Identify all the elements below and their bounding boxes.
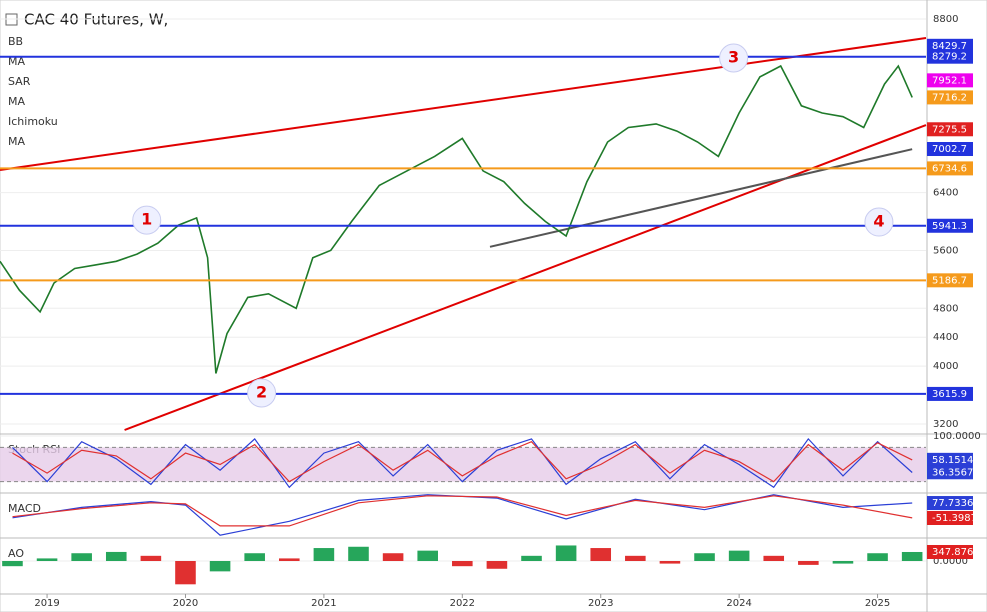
bar (521, 555, 542, 562)
indicator-label: Ichimoku (8, 115, 58, 128)
series-line (12, 437, 913, 489)
bar (763, 555, 785, 562)
y-tick-label: 4000 (933, 361, 958, 372)
annotation: 2 (256, 382, 267, 401)
bar (382, 553, 404, 562)
trendline (0, 37, 927, 172)
bar (278, 558, 300, 562)
bar (2, 561, 23, 567)
bar (36, 558, 58, 562)
price-label: 36.3567 (932, 467, 973, 478)
price-badge (927, 49, 973, 64)
y-tick-label: 100.0000 (933, 431, 981, 442)
price-label: 8279.2 (932, 52, 967, 63)
price-badge (927, 218, 973, 233)
x-tick-label: 2025 (865, 598, 890, 609)
annotation: 1 (141, 210, 152, 229)
bar (832, 561, 854, 564)
series-line (12, 440, 913, 483)
price-label: 6734.6 (932, 163, 967, 174)
price-badge (927, 73, 973, 88)
price-label: 5186.7 (932, 275, 967, 286)
bar (140, 555, 162, 562)
price-badge (927, 386, 973, 401)
price-label: 58.1514 (932, 455, 973, 466)
x-tick-label: 2022 (450, 598, 475, 609)
y-tick-label: 0.0000 (933, 556, 968, 567)
indicator-label: MA (8, 95, 25, 108)
x-tick-label: 2021 (311, 598, 336, 609)
bar (798, 561, 819, 565)
price-label: 3615.9 (932, 389, 967, 400)
bar (625, 555, 646, 562)
annotation: 3 (728, 48, 739, 67)
y-tick-label: 8800 (933, 14, 958, 25)
bar (209, 561, 231, 572)
price-label: 7275.5 (932, 124, 967, 135)
price-label: 7716.2 (932, 92, 967, 103)
annotation: 4 (873, 212, 884, 231)
price-label: 5941.3 (932, 221, 967, 232)
series-line (0, 64, 913, 374)
bar (728, 550, 750, 562)
x-tick-label: 2019 (34, 598, 59, 609)
bar (486, 561, 508, 569)
bar (901, 551, 923, 562)
band (0, 447, 926, 482)
price-label: 7952.1 (932, 75, 967, 86)
indicator-label: MA (8, 55, 25, 68)
annotation-circle (719, 43, 749, 73)
price-badge (927, 496, 973, 511)
price-label: 8429.7 (932, 41, 967, 52)
annotation-circle (132, 205, 162, 235)
price-badge (927, 465, 973, 480)
x-tick-label: 2020 (173, 598, 198, 609)
price-badge (927, 544, 973, 559)
panel-title: MACD (8, 502, 41, 515)
price-label: 7002.7 (932, 144, 967, 155)
price-badge (927, 38, 973, 53)
bar (348, 546, 369, 562)
bar (175, 561, 196, 585)
trendline (489, 148, 913, 248)
bar (555, 545, 577, 562)
price-label: -51.3987 (932, 513, 977, 524)
y-tick-label: 4400 (933, 332, 958, 343)
bar (659, 561, 681, 564)
price-badge (927, 452, 973, 467)
annotation-circle (247, 378, 277, 408)
bar (244, 553, 265, 562)
y-tick-label: 6400 (933, 188, 958, 199)
bar (452, 561, 473, 567)
y-tick-label: 3200 (933, 419, 958, 430)
bar (313, 548, 335, 562)
y-tick-label: 4800 (933, 303, 958, 314)
price-badge (927, 122, 973, 137)
annotation-circle (864, 207, 894, 237)
indicator-label: BB (8, 35, 23, 48)
bar (694, 553, 715, 562)
indicator-label: SAR (8, 75, 31, 88)
panel-title: AO (8, 547, 24, 560)
bar (590, 548, 612, 562)
price-badge (927, 161, 973, 176)
series-line (12, 495, 913, 527)
x-tick-label: 2023 (588, 598, 613, 609)
price-badge (927, 273, 973, 288)
price-badge (927, 90, 973, 105)
bar (71, 553, 92, 562)
indicator-label: MA (8, 135, 25, 148)
price-badge (927, 510, 973, 525)
y-tick-label: 5600 (933, 245, 958, 256)
price-badge (927, 142, 973, 157)
bar (867, 553, 888, 562)
price-label: 347.8765 (932, 547, 980, 558)
price-label: 77.7336 (932, 498, 973, 509)
x-tick-label: 2024 (726, 598, 751, 609)
bar (417, 550, 438, 562)
bar (105, 551, 127, 562)
